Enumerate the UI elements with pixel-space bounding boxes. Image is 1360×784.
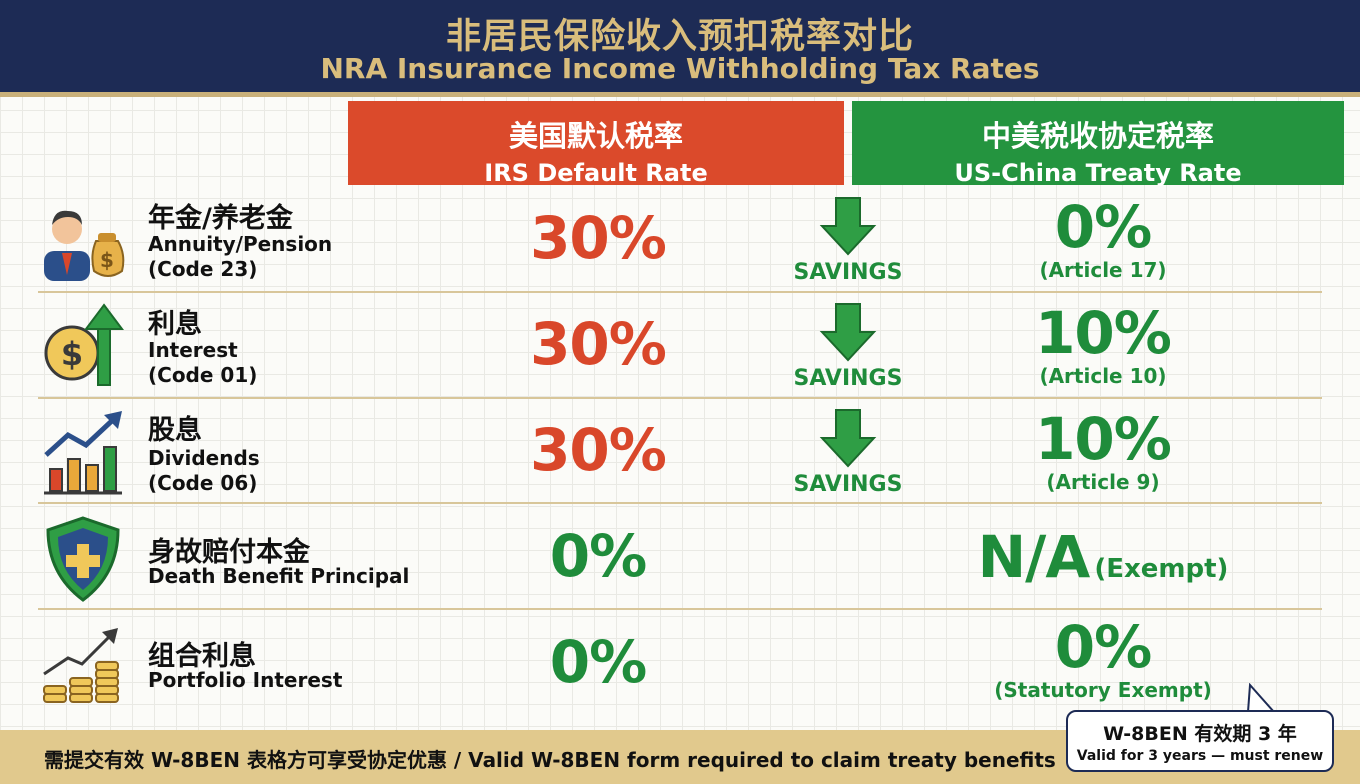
savings-indicator: SAVINGS xyxy=(778,196,918,285)
treaty-statutory-note: (Statutory Exempt) xyxy=(994,678,1212,702)
coin-stacks-icon xyxy=(38,620,128,710)
row-label-zh: 利息 xyxy=(148,309,202,340)
treaty-article: (Article 10) xyxy=(1039,364,1167,388)
row-divider xyxy=(38,608,1322,610)
row-label-en: Death Benefit Principal xyxy=(148,564,410,588)
treaty-cell: 0% (Article 17) xyxy=(948,196,1258,282)
treaty-rate: 0% xyxy=(1054,613,1152,681)
callout-zh: W-8BEN 有效期 3 年 xyxy=(1103,723,1297,745)
svg-text:$: $ xyxy=(61,335,83,373)
savings-indicator: SAVINGS xyxy=(778,408,918,497)
row-label-en: Annuity/Pension xyxy=(148,232,333,256)
row-divider xyxy=(38,291,1322,293)
row-label-en: Portfolio Interest xyxy=(148,668,343,692)
treaty-column-header: 中美税收协定税率 US-China Treaty Rate xyxy=(852,101,1344,187)
irs-rate: 30% xyxy=(530,416,667,484)
treaty-rate: N/A xyxy=(977,523,1091,591)
row-divider xyxy=(38,397,1322,399)
irs-rate: 30% xyxy=(530,310,667,378)
callout-pointer-icon xyxy=(1246,683,1276,713)
irs-default-column-header: 美国默认税率 IRS Default Rate xyxy=(348,101,844,187)
treaty-header-en: US-China Treaty Rate xyxy=(954,159,1242,187)
row-divider xyxy=(38,502,1322,504)
title-zh: 非居民保险收入预扣税率对比 xyxy=(445,17,914,57)
treaty-cell: 10% (Article 9) xyxy=(948,408,1258,494)
savings-indicator: SAVINGS xyxy=(778,302,918,391)
treaty-rate: 10% xyxy=(1035,405,1172,473)
treaty-cell: 0% (Statutory Exempt) xyxy=(948,616,1258,702)
row-annuity-pension: $ 年金/养老金 Annuity/Pension (Code 23) 30% S… xyxy=(38,190,1322,290)
treaty-rate: 10% xyxy=(1035,299,1172,367)
down-arrow-icon xyxy=(819,197,877,256)
row-interest: $ 利息 Interest (Code 01) 30% SAVINGS 10% … xyxy=(38,296,1322,396)
treaty-cell: 10% (Article 10) xyxy=(948,302,1258,388)
footer-text: 需提交有效 W-8BEN 表格方可享受协定优惠 / Valid W-8BEN f… xyxy=(44,748,1056,772)
irs-rate: 0% xyxy=(549,522,647,590)
treaty-exempt-label: (Exempt) xyxy=(1094,554,1229,584)
irs-header-zh: 美国默认税率 xyxy=(508,119,683,153)
title-banner: 非居民保险收入预扣税率对比 NRA Insurance Income Withh… xyxy=(0,0,1360,97)
row-death-benefit: 身故赔付本金 Death Benefit Principal 0% N/A (E… xyxy=(38,508,1322,608)
row-label-zh: 组合利息 xyxy=(148,641,256,672)
row-dividends: 股息 Dividends (Code 06) 30% SAVINGS 10% (… xyxy=(38,402,1322,502)
growth-chart-icon xyxy=(38,407,128,497)
down-arrow-icon xyxy=(819,409,877,468)
row-code: (Code 23) xyxy=(148,257,258,281)
row-label-zh: 年金/养老金 xyxy=(148,203,293,234)
irs-header-en: IRS Default Rate xyxy=(484,159,708,187)
row-code: (Code 06) xyxy=(148,471,258,495)
shield-cross-icon xyxy=(38,514,128,604)
down-arrow-icon xyxy=(819,303,877,362)
row-label-en: Dividends xyxy=(148,446,260,470)
callout-en: Valid for 3 years — must renew xyxy=(1076,748,1324,764)
treaty-article: (Article 17) xyxy=(1039,258,1167,282)
coin-arrow-up-icon: $ xyxy=(38,301,128,391)
row-label-zh: 股息 xyxy=(148,415,202,446)
savings-label: SAVINGS xyxy=(793,472,903,497)
treaty-cell: N/A (Exempt) xyxy=(948,526,1258,588)
savings-label: SAVINGS xyxy=(793,260,903,285)
irs-rate: 30% xyxy=(530,204,667,272)
treaty-rate: 0% xyxy=(1054,193,1152,261)
row-portfolio-interest: 组合利息 Portfolio Interest 0% 0% (Statutory… xyxy=(38,614,1322,714)
row-label-zh: 身故赔付本金 xyxy=(148,537,310,568)
treaty-header-zh: 中美税收协定税率 xyxy=(981,119,1214,153)
irs-rate: 0% xyxy=(549,628,647,696)
person-money-bag-icon: $ xyxy=(38,195,128,285)
svg-text:$: $ xyxy=(100,248,114,272)
savings-label: SAVINGS xyxy=(793,366,903,391)
row-code: (Code 01) xyxy=(148,363,258,387)
title-en: NRA Insurance Income Withholding Tax Rat… xyxy=(320,52,1040,85)
row-label-en: Interest xyxy=(148,338,238,362)
treaty-article: (Article 9) xyxy=(1046,470,1160,494)
w8ben-validity-callout: W-8BEN 有效期 3 年 Valid for 3 years — must … xyxy=(1066,710,1334,772)
